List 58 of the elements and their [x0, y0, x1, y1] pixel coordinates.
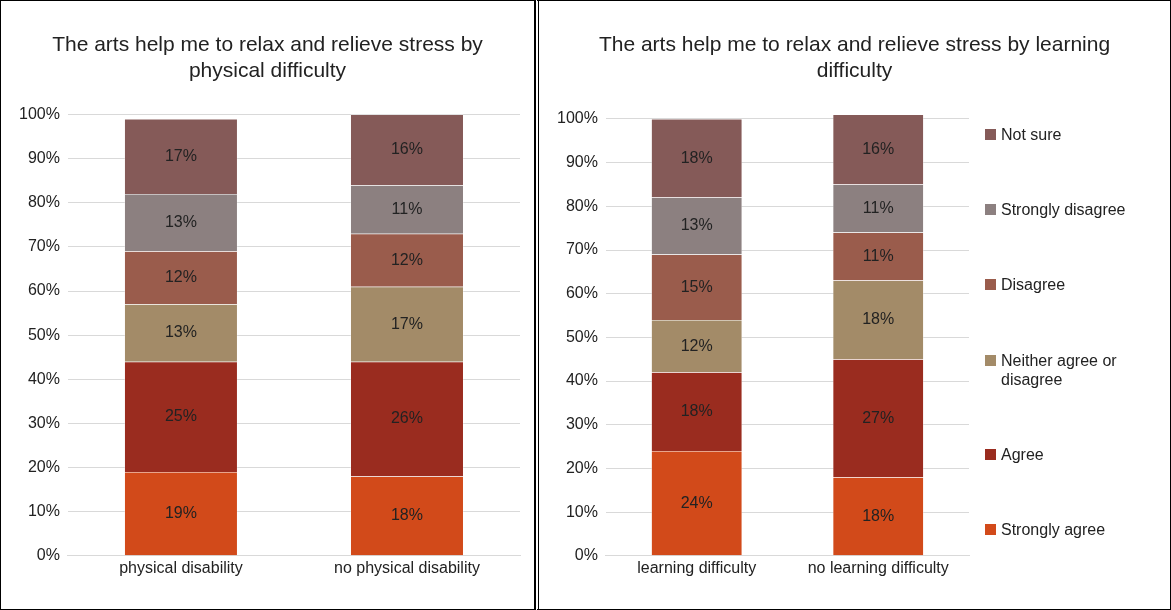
- data-label: 13%: [680, 216, 713, 234]
- data-label: 25%: [164, 407, 197, 425]
- data-label: 18%: [862, 506, 895, 524]
- y-tick-label: 60%: [565, 284, 598, 302]
- data-label: 18%: [862, 310, 895, 328]
- y-tick-label: 80%: [27, 193, 60, 211]
- y-tick-label: 100%: [19, 105, 60, 123]
- y-tick-label: 0%: [36, 546, 60, 564]
- legend-label: Not sure: [1001, 125, 1062, 145]
- y-tick-label: 70%: [565, 240, 598, 258]
- data-label: 18%: [680, 402, 713, 420]
- y-tick-label: 40%: [565, 371, 598, 389]
- data-label: 12%: [164, 268, 197, 286]
- y-tick-label: 40%: [27, 369, 60, 387]
- y-tick-label: 30%: [565, 415, 598, 433]
- y-tick-label: 50%: [27, 325, 60, 343]
- y-tick-label: 20%: [565, 458, 598, 476]
- y-tick-label: 30%: [27, 413, 60, 431]
- data-label: 11%: [391, 199, 423, 217]
- data-label: 16%: [862, 139, 895, 157]
- legend-label: Disagree: [1001, 275, 1066, 295]
- data-label: 11%: [862, 198, 894, 216]
- data-label: 12%: [680, 336, 713, 354]
- data-label: 12%: [390, 250, 423, 268]
- data-label: 19%: [164, 504, 197, 522]
- y-tick-label: 60%: [27, 281, 60, 299]
- data-label: 17%: [390, 314, 423, 332]
- legend-label: Neither agree or disagree: [1001, 350, 1118, 389]
- legend-label: Agree: [1001, 444, 1044, 464]
- y-tick-label: 20%: [27, 457, 60, 475]
- y-tick-label: 0%: [574, 546, 598, 564]
- x-tick-label: no physical disability: [334, 558, 480, 576]
- data-label: 26%: [390, 409, 423, 427]
- y-tick-label: 50%: [565, 327, 598, 345]
- data-label: 13%: [164, 213, 197, 231]
- data-label: 11%: [862, 246, 894, 264]
- chart-title: The arts help me to relax and relieve stress by learning difficulty: [597, 31, 1112, 83]
- legend-label: Strongly disagree: [1001, 200, 1126, 220]
- y-tick-label: 90%: [27, 149, 60, 167]
- x-tick-label: learning difficulty: [637, 558, 757, 576]
- chart-title: The arts help me to relax and relieve stress by physical difficulty: [51, 31, 484, 83]
- data-label: 15%: [680, 277, 713, 295]
- data-label: 24%: [680, 493, 713, 511]
- data-label: 18%: [390, 506, 423, 524]
- legend-label: Strongly agree: [1001, 519, 1106, 539]
- y-tick-label: 100%: [557, 109, 598, 127]
- data-label: 18%: [680, 148, 713, 166]
- y-tick-label: 80%: [565, 196, 598, 214]
- data-label: 17%: [164, 146, 197, 164]
- y-tick-label: 10%: [565, 502, 598, 520]
- data-label: 16%: [390, 140, 423, 158]
- y-tick-label: 90%: [565, 153, 598, 171]
- y-tick-label: 10%: [27, 502, 60, 520]
- x-tick-label: no learning difficulty: [807, 558, 949, 576]
- x-tick-label: physical disability: [119, 558, 243, 576]
- data-label: 13%: [164, 323, 197, 341]
- y-tick-label: 70%: [27, 237, 60, 255]
- data-label: 27%: [862, 408, 895, 426]
